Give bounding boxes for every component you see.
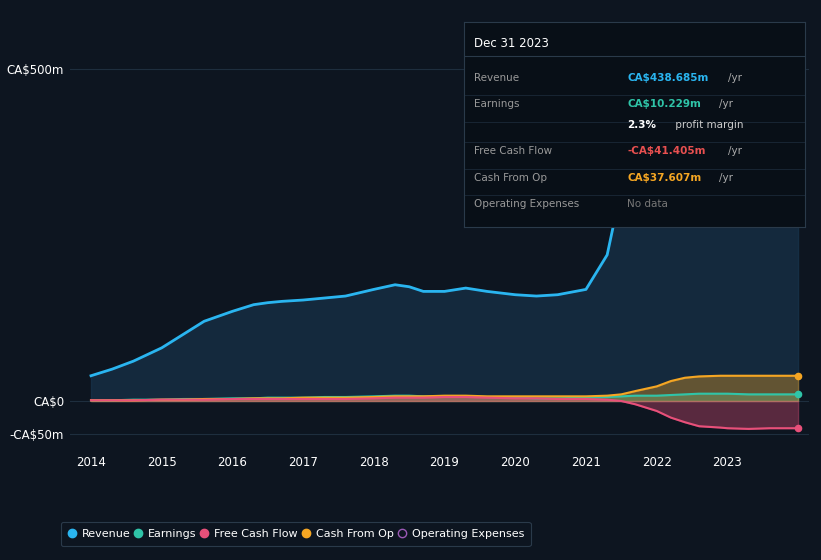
Text: 2.3%: 2.3% [627,120,657,129]
Text: /yr: /yr [728,146,742,156]
Text: /yr: /yr [719,99,733,109]
Legend: Revenue, Earnings, Free Cash Flow, Cash From Op, Operating Expenses: Revenue, Earnings, Free Cash Flow, Cash … [61,522,530,546]
Text: CA$10.229m: CA$10.229m [627,99,701,109]
Text: Operating Expenses: Operating Expenses [474,199,580,209]
Text: Free Cash Flow: Free Cash Flow [474,146,553,156]
Text: /yr: /yr [719,172,733,183]
Text: -CA$41.405m: -CA$41.405m [627,146,706,156]
Point [791,390,805,399]
Text: Earnings: Earnings [474,99,520,109]
Point [791,424,805,433]
Point [791,371,805,380]
Text: Revenue: Revenue [474,73,519,82]
Text: CA$438.685m: CA$438.685m [627,73,709,82]
Text: No data: No data [627,199,668,209]
Text: Cash From Op: Cash From Op [474,172,547,183]
Text: profit margin: profit margin [672,120,743,129]
Text: Dec 31 2023: Dec 31 2023 [474,37,549,50]
Text: CA$37.607m: CA$37.607m [627,172,702,183]
Text: /yr: /yr [728,73,742,82]
Point [791,106,805,115]
